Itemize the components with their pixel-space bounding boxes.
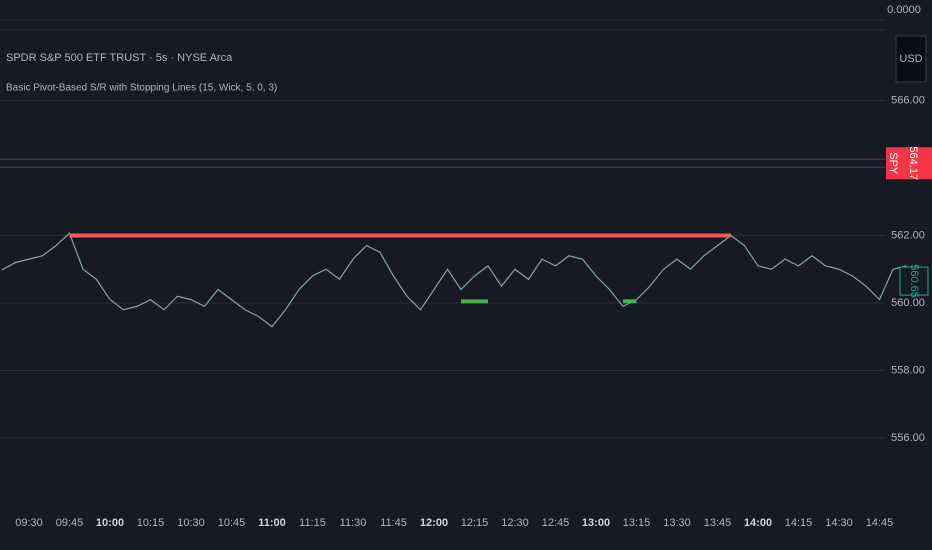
- x-tick-label: 11:30: [340, 517, 367, 529]
- x-tick-label: 12:45: [542, 517, 570, 529]
- symbol-tag-price: 564.17: [907, 146, 919, 180]
- x-tick-label: 13:15: [623, 517, 651, 529]
- chart-title: SPDR S&P 500 ETF TRUST · 5s · NYSE Arca: [6, 52, 233, 64]
- symbol-tag-name: SPY: [887, 152, 899, 175]
- x-tick-label: 14:00: [744, 517, 772, 529]
- price-line: [1, 232, 907, 328]
- x-tick-label: 14:45: [866, 517, 894, 529]
- x-tick-label: 12:30: [501, 517, 529, 529]
- x-tick-label: 10:15: [137, 517, 165, 529]
- last-price-label: 560.65: [908, 264, 920, 298]
- x-tick-label: 11:45: [380, 517, 407, 529]
- x-tick-label: 13:30: [663, 517, 691, 529]
- x-tick-label: 09:30: [15, 517, 43, 529]
- y-tick-label: 566.00: [891, 94, 925, 106]
- indicator-pane-label: 0.0000: [887, 4, 921, 16]
- x-tick-label: 09:45: [56, 517, 84, 529]
- x-tick-label: 10:45: [218, 517, 246, 529]
- y-tick-label: 558.00: [891, 364, 925, 376]
- last-price-box: [899, 266, 929, 296]
- x-tick-label: 10:00: [96, 517, 124, 529]
- x-tick-label: 11:00: [258, 517, 286, 529]
- currency-box[interactable]: [895, 35, 927, 83]
- x-tick-label: 13:45: [704, 517, 732, 529]
- x-tick-label: 13:00: [582, 517, 610, 529]
- y-tick-label: 562.00: [891, 229, 925, 241]
- x-tick-label: 10:30: [177, 517, 205, 529]
- x-tick-label: 12:00: [420, 517, 448, 529]
- y-tick-label: 560.00: [891, 297, 925, 309]
- y-tick-label: 556.00: [891, 432, 925, 444]
- x-tick-label: 11:15: [299, 517, 326, 529]
- x-tick-label: 14:30: [825, 517, 853, 529]
- x-tick-label: 12:15: [461, 517, 489, 529]
- chart-subtitle: Basic Pivot-Based S/R with Stopping Line…: [6, 83, 277, 94]
- symbol-tag: [886, 147, 932, 180]
- currency[interactable]: USD: [899, 53, 922, 65]
- x-tick-label: 14:15: [785, 517, 813, 529]
